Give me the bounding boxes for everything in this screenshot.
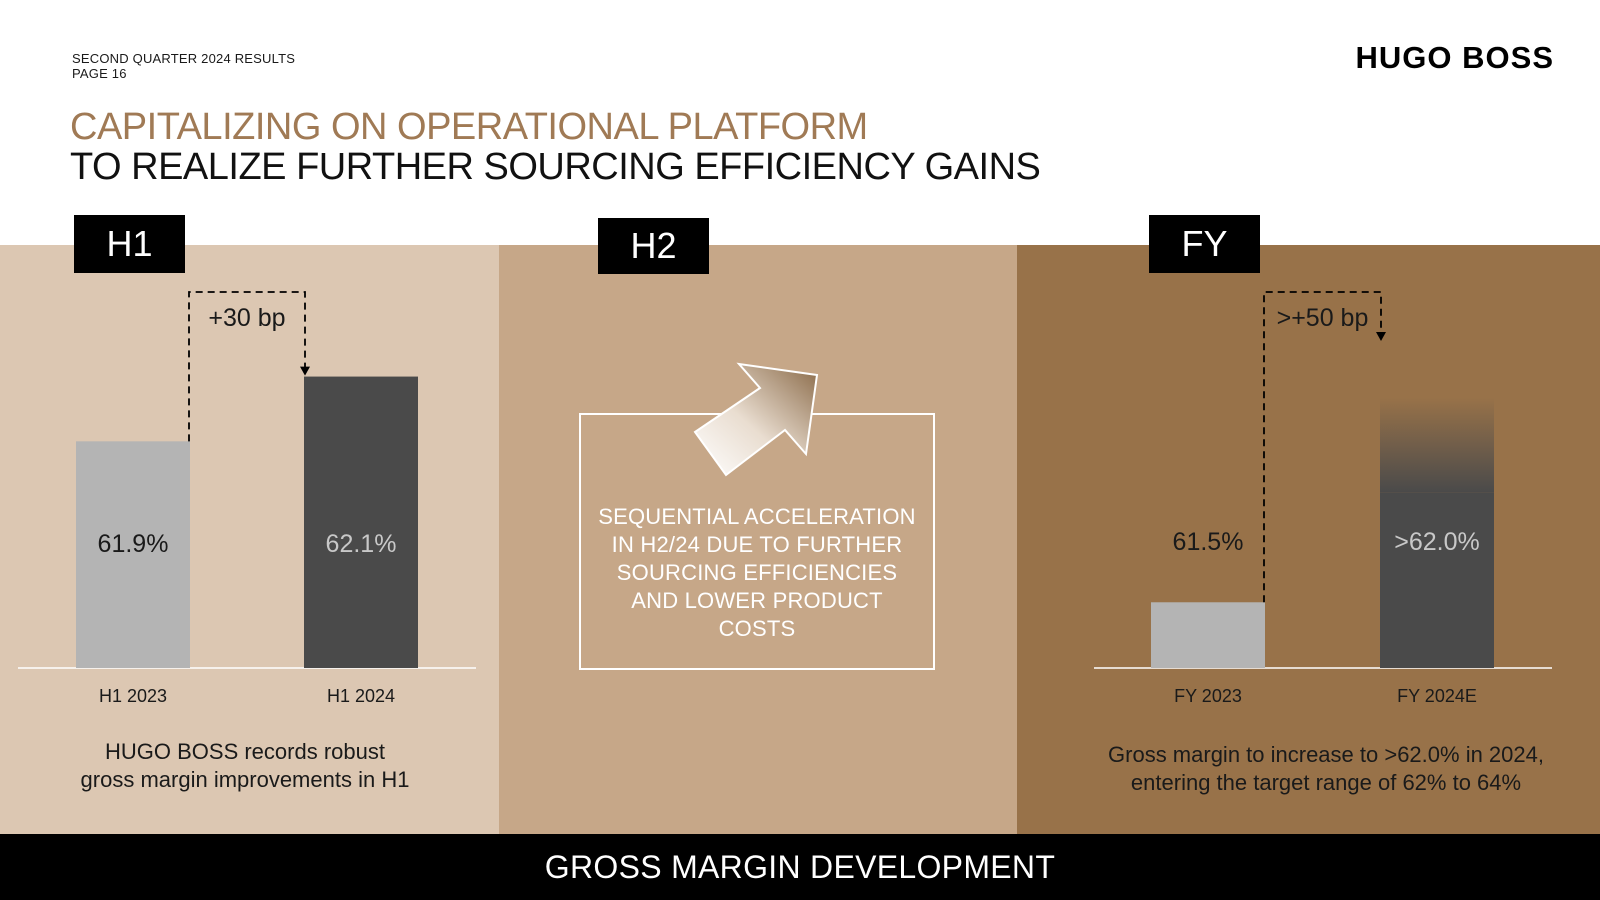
fy-category-label: FY 2023	[1174, 686, 1242, 706]
fy-bar-fade	[1380, 397, 1494, 493]
slide-title-line2: TO REALIZE FURTHER SOURCING EFFICIENCY G…	[70, 146, 1041, 188]
h1-category-label: H1 2023	[99, 686, 167, 706]
h1-data-label: 61.9%	[98, 530, 169, 558]
h2-text-line: IN H2/24 DUE TO FURTHER	[611, 532, 903, 557]
h1-delta-label: +30 bp	[208, 304, 285, 332]
h1-category-label: H1 2024	[327, 686, 395, 706]
fy-delta-label: >+50 bp	[1277, 304, 1369, 332]
header-meta: SECOND QUARTER 2024 RESULTS PAGE 16	[72, 51, 295, 81]
fy-caption-line2: entering the target range of 62% to 64%	[1130, 770, 1522, 795]
fy-category-label: FY 2024E	[1397, 686, 1477, 706]
slide-title-line1: CAPITALIZING ON OPERATIONAL PLATFORM	[70, 106, 868, 148]
fy-data-label: 61.5%	[1173, 528, 1244, 556]
fy-delta-arrowhead	[1376, 332, 1386, 341]
tag-h2: H2	[598, 218, 709, 274]
h1-bar	[304, 376, 418, 668]
h1-bar	[76, 441, 190, 668]
h2-text-line: SEQUENTIAL ACCELERATION	[598, 504, 916, 529]
fy-data-label: >62.0%	[1394, 528, 1480, 556]
fy-delta-bracket	[1263, 291, 1382, 603]
h2-text-line: AND LOWER PRODUCT	[631, 588, 883, 613]
h1-data-label: 62.1%	[326, 530, 397, 558]
page-number: PAGE 16	[72, 66, 127, 81]
brand-logo: HUGO BOSS	[1355, 40, 1554, 75]
report-title: SECOND QUARTER 2024 RESULTS	[72, 51, 296, 66]
h1-delta-bracket	[188, 291, 306, 442]
h2-text-line: COSTS	[718, 616, 796, 641]
h1-caption: HUGO BOSS records robust gross margin im…	[20, 738, 470, 794]
h2-description: SEQUENTIAL ACCELERATION IN H2/24 DUE TO …	[579, 503, 935, 643]
fy-bar	[1380, 492, 1494, 668]
h1-delta-arrowhead	[300, 366, 310, 376]
h2-text-line: SOURCING EFFICIENCIES	[616, 560, 898, 585]
panel-h2	[499, 245, 1017, 834]
h1-caption-line2: gross margin improvements in H1	[80, 767, 410, 792]
tag-h1: H1	[74, 215, 185, 273]
footer-label: GROSS MARGIN DEVELOPMENT	[544, 848, 1056, 885]
panel-fy	[1017, 245, 1600, 834]
fy-bar	[1151, 602, 1265, 668]
h1-caption-line1: HUGO BOSS records robust	[105, 739, 385, 764]
fy-caption-line1: Gross margin to increase to >62.0% in 20…	[1108, 742, 1544, 767]
tag-fy: FY	[1149, 215, 1260, 273]
fy-caption: Gross margin to increase to >62.0% in 20…	[1076, 741, 1576, 797]
footer-bar: GROSS MARGIN DEVELOPMENT	[0, 834, 1600, 900]
